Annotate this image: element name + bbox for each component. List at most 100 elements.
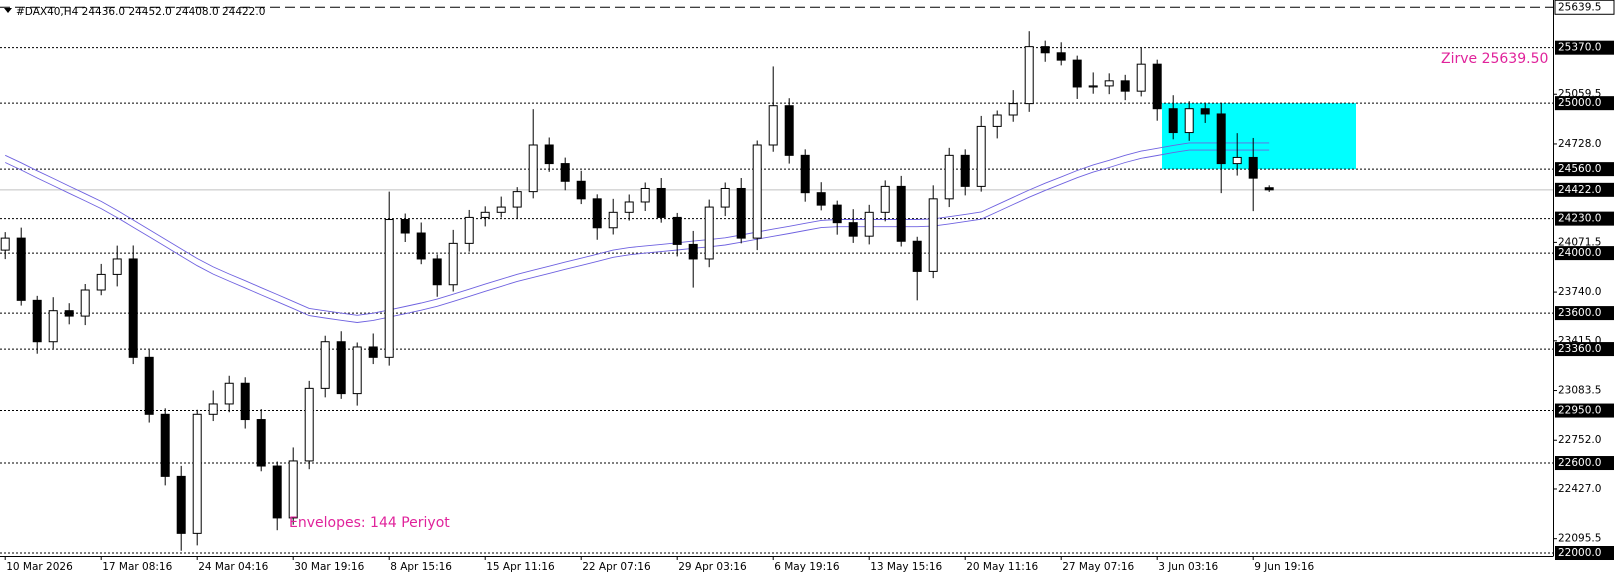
candle-body	[896, 185, 906, 242]
level-box	[1555, 40, 1614, 55]
candle-body	[832, 204, 842, 224]
price-label: 24422.0	[1558, 184, 1601, 196]
candle-body	[1056, 52, 1066, 61]
candle-body	[16, 237, 26, 301]
level-label: 22000.0	[1558, 547, 1601, 559]
level-box	[1555, 342, 1614, 357]
candle-body	[1120, 80, 1130, 92]
zone	[1162, 103, 1356, 170]
candle-body	[160, 413, 170, 477]
candle-body	[848, 222, 858, 237]
x-tick-label: 20 May 11:16	[966, 561, 1038, 573]
level-label: 24000.0	[1558, 247, 1601, 259]
candle-body	[1152, 63, 1162, 110]
candle-body	[800, 154, 810, 194]
candle-body	[176, 475, 186, 534]
level-label: 25000.0	[1558, 97, 1601, 109]
candle-body	[624, 201, 634, 213]
x-tick-label: 29 Apr 03:16	[678, 561, 747, 573]
candle-body	[576, 180, 586, 200]
candle-body	[768, 105, 778, 146]
candle-body	[224, 382, 234, 405]
y-tick-label: 24071.5	[1558, 236, 1601, 248]
high-label-box	[1554, 0, 1615, 15]
level-box	[1555, 306, 1614, 321]
candle-body	[1136, 63, 1146, 92]
candle-body	[480, 211, 490, 218]
candle-body	[1248, 156, 1258, 179]
candle-body	[0, 237, 10, 251]
candle-body	[960, 154, 970, 187]
candle-body	[1216, 113, 1226, 165]
candle-body	[512, 191, 522, 208]
candle-body	[448, 242, 458, 286]
candle-body	[816, 192, 826, 206]
candle-body	[608, 211, 618, 229]
high-label: 25639.5	[1558, 1, 1601, 13]
candle-body	[240, 382, 250, 421]
x-tick-label: 24 Mar 04:16	[198, 561, 268, 573]
candle-body	[1232, 156, 1242, 165]
candle-body	[1072, 59, 1082, 88]
candle-body	[336, 341, 346, 395]
y-tick-label: 24728.0	[1558, 138, 1601, 150]
level-box	[1555, 211, 1614, 226]
candle-body	[752, 144, 762, 239]
candle-body	[944, 154, 954, 200]
candle-body	[208, 403, 218, 415]
level-box	[1555, 246, 1614, 261]
level-label: 24230.0	[1558, 213, 1601, 225]
candle-body	[1264, 187, 1274, 191]
candle-body	[992, 114, 1002, 127]
level-label: 23360.0	[1558, 343, 1601, 355]
level-label: 22950.0	[1558, 405, 1601, 417]
candle-body	[688, 243, 698, 260]
candle-body	[528, 144, 538, 193]
candle-body	[1024, 46, 1034, 105]
candle-body	[304, 387, 314, 462]
x-tick-label: 6 May 19:16	[774, 561, 840, 573]
menu-triangle	[4, 8, 12, 13]
envelope-upper	[5, 142, 1270, 316]
y-tick-label: 22427.0	[1558, 483, 1601, 495]
level-label: 23600.0	[1558, 307, 1601, 319]
level-label: 22600.0	[1558, 457, 1601, 469]
candle-body	[80, 289, 90, 317]
candle-body	[1104, 80, 1114, 87]
y-tick-label: 23740.0	[1558, 286, 1601, 298]
candle-body	[192, 413, 202, 534]
candle-body	[288, 460, 298, 519]
level-label: 24560.0	[1558, 163, 1601, 175]
level-label: 25370.0	[1558, 42, 1601, 54]
candle-body	[656, 187, 666, 218]
x-tick-label: 8 Apr 15:16	[390, 561, 452, 573]
candle-body	[976, 125, 986, 187]
candle-body	[880, 185, 890, 213]
x-tick-label: 3 Jun 03:16	[1158, 561, 1218, 573]
candle-body	[864, 211, 874, 237]
candle-body	[720, 187, 730, 208]
candle-body	[64, 310, 74, 317]
level-box	[1555, 546, 1614, 561]
candle-body	[672, 216, 682, 245]
candle-body	[400, 219, 410, 234]
y-tick-label: 22752.0	[1558, 434, 1601, 446]
candle-body	[592, 198, 602, 229]
candle-body	[496, 206, 506, 213]
level-box	[1555, 456, 1614, 471]
envelope-lower	[5, 149, 1270, 323]
candle-body	[912, 240, 922, 272]
candle-body	[464, 216, 474, 244]
candle-body	[1088, 85, 1098, 88]
x-tick-label: 17 Mar 08:16	[102, 561, 172, 573]
candle-body	[352, 346, 362, 395]
chart-title: #DAX40,H4 24436.0 24452.0 24408.0 24422.…	[16, 6, 265, 18]
candle-body	[128, 258, 138, 358]
x-tick-label: 30 Mar 19:16	[294, 561, 364, 573]
candle-body	[320, 341, 330, 389]
candle-body	[704, 206, 714, 260]
candle-body	[1168, 108, 1178, 134]
x-tick-label: 15 Apr 11:16	[486, 561, 555, 573]
y-tick-label: 22095.5	[1558, 533, 1601, 545]
annotation: Zirve 25639.50	[1441, 51, 1548, 67]
